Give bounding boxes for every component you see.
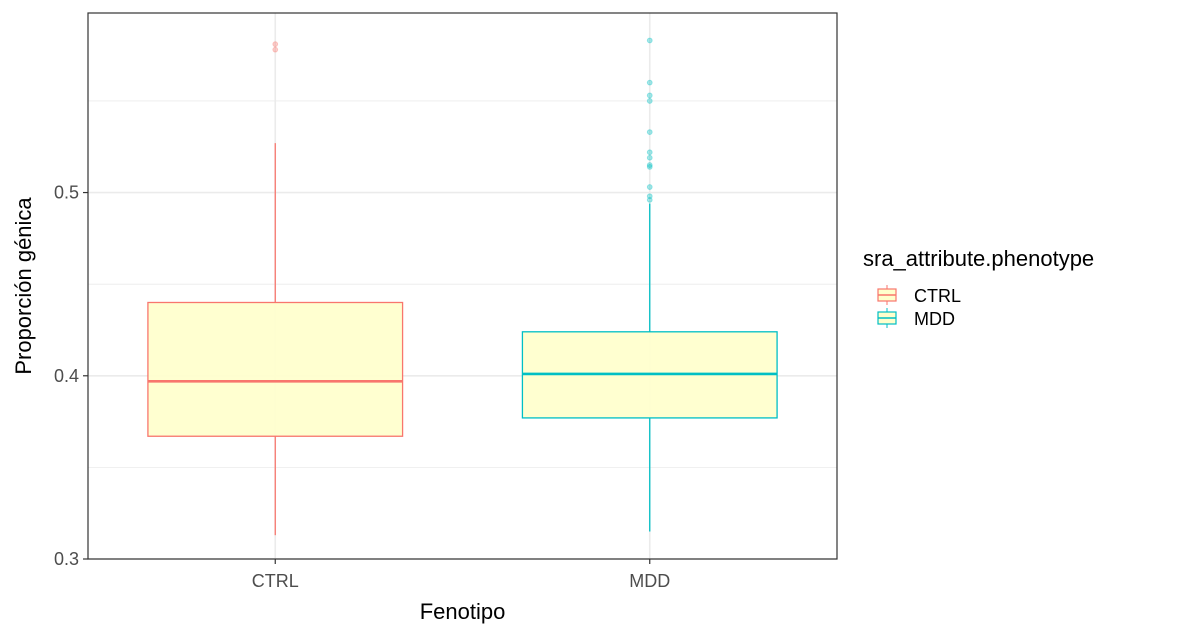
outlier-point	[646, 98, 653, 104]
y-axis-title: Proporción génica	[11, 197, 36, 375]
legend-label-ctrl: CTRL	[914, 286, 961, 306]
plot-background	[88, 13, 837, 559]
outlier-point	[646, 129, 653, 135]
outlier-point	[646, 92, 653, 99]
legend-title: sra_attribute.phenotype	[863, 246, 1094, 271]
y-tick-label: 0.3	[54, 549, 79, 569]
outlier-point	[646, 79, 653, 86]
outlier-point	[646, 149, 653, 156]
outlier-point	[646, 196, 653, 203]
x-tick-label: CTRL	[252, 571, 299, 591]
outlier-point	[646, 162, 653, 168]
legend-key-mdd	[877, 308, 897, 328]
axes: 0.3 0.4 0.5 CTRL MDD	[54, 183, 670, 591]
legend: sra_attribute.phenotype CTRL MDD	[863, 246, 1094, 329]
box	[147, 301, 404, 437]
outlier-point	[272, 41, 279, 48]
x-tick-label: MDD	[629, 571, 670, 591]
outlier-point	[646, 154, 653, 161]
y-tick-label: 0.4	[54, 366, 79, 386]
legend-key-ctrl	[877, 285, 897, 305]
box-group-ctrl	[147, 41, 404, 536]
y-tick-label: 0.5	[54, 183, 79, 203]
boxes	[147, 37, 778, 536]
box-group-mdd	[521, 37, 778, 532]
plot-border	[87, 12, 838, 560]
outlier-point	[646, 193, 653, 200]
outlier-point	[272, 46, 279, 53]
outlier-point	[646, 37, 653, 44]
x-axis-title: Fenotipo	[420, 599, 506, 624]
legend-label-mdd: MDD	[914, 309, 955, 329]
outlier-point	[646, 184, 653, 190]
outlier-point	[646, 164, 653, 170]
